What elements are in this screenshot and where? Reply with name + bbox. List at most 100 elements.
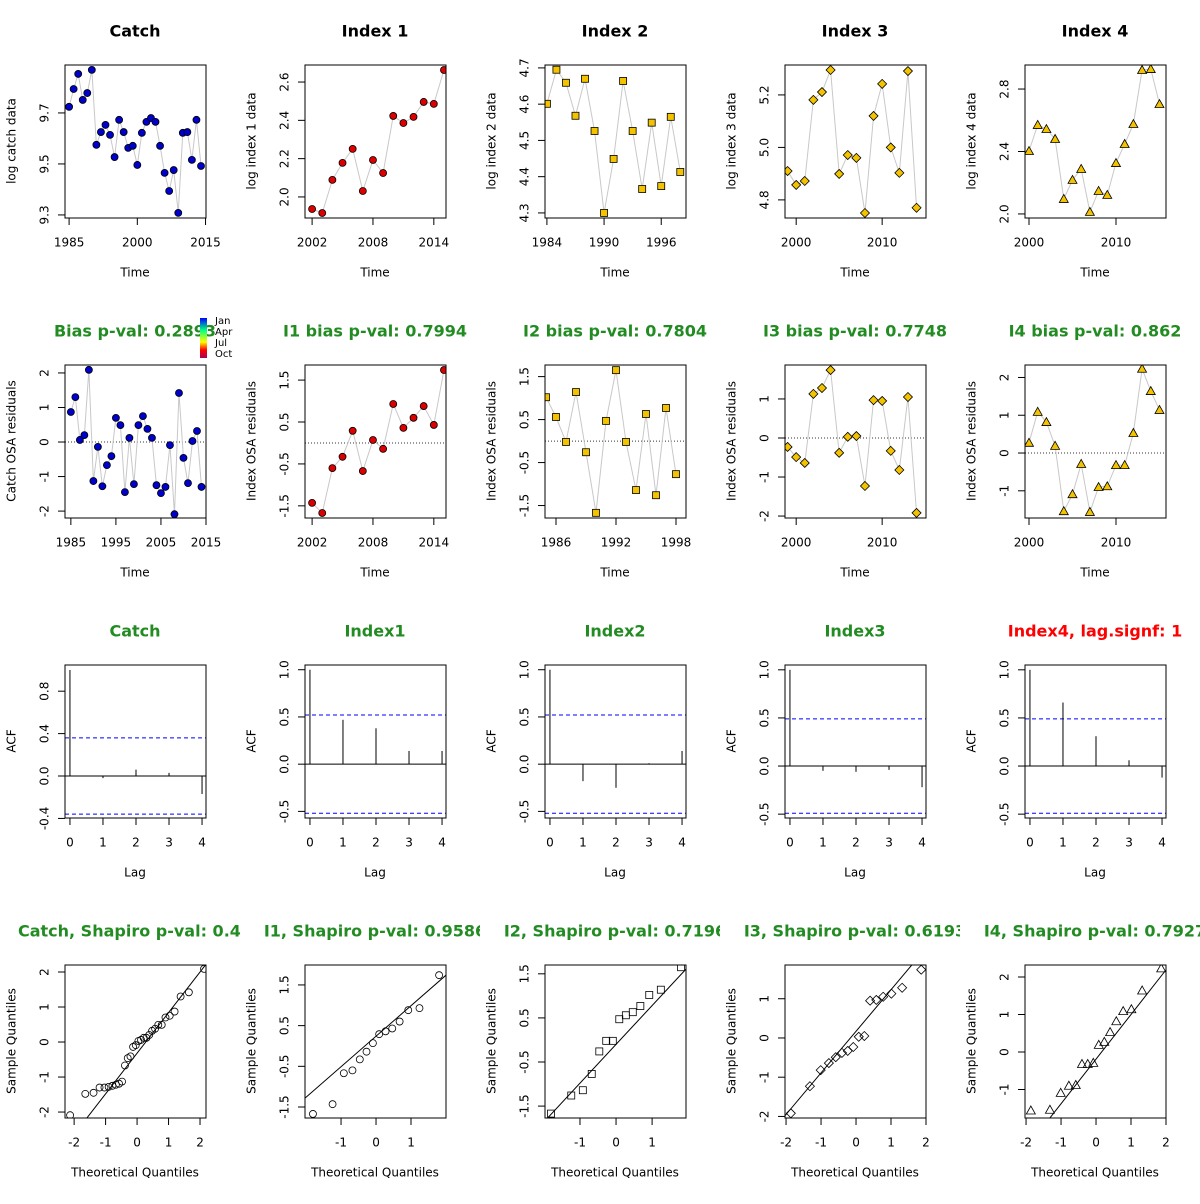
x-axis-label: Lag [1084,866,1106,880]
x-tick-label: 1995 [101,536,132,550]
y-tick-label: 1.5 [278,975,292,994]
y-tick-label: 0 [998,1048,1012,1056]
point [171,1008,178,1015]
point [629,127,636,134]
point [382,1028,389,1035]
plot-box [545,965,686,1118]
y-tick-label: -1.5 [518,1094,532,1117]
y-tick-label: 0 [758,1034,772,1042]
point [193,116,200,123]
x-tick-label: 4 [678,836,686,850]
y-tick-label: 0.0 [758,756,772,775]
point [103,462,110,469]
y-axis-label: ACF [965,729,979,752]
x-axis-label: Lag [844,866,866,880]
point [603,417,610,424]
x-tick-label: 2 [372,836,380,850]
x-axis-label: Theoretical Quantiles [550,1166,679,1180]
point [356,1056,363,1063]
x-axis-label: Time [599,266,629,280]
panel-title: Bias p-val: 0.2893 [54,322,216,341]
point [117,422,124,429]
y-tick-label: 0.0 [278,755,292,774]
y-tick-label: -1 [38,1071,52,1083]
y-axis-label: Index OSA residuals [245,381,259,501]
panel-title: I3, Shapiro p-val: 0.6193 [744,922,966,941]
y-tick-label: 0 [38,1038,52,1046]
point [1033,120,1042,128]
point [609,1037,616,1044]
x-tick-label: 4 [1158,836,1166,850]
point [349,1067,356,1074]
point [1127,1005,1136,1013]
y-tick-label: 2 [38,369,52,377]
point [1155,100,1164,108]
point [573,389,580,396]
plot-area [305,670,446,814]
x-tick-label: 3 [885,836,893,850]
point [72,394,79,401]
y-axis-label: Sample Quantiles [965,988,979,1094]
point [895,168,904,177]
x-tick-label: 2015 [191,536,222,550]
y-axis-label: ACF [5,729,19,752]
point [198,483,205,490]
point [912,203,921,212]
point [643,410,650,417]
y-tick-label: -1.5 [518,494,532,517]
panel-title: Index1 [344,622,405,641]
y-tick-label: 2.4 [278,111,292,130]
x-axis-label: Theoretical Quantiles [790,1166,919,1180]
x-axis-label: Time [119,566,149,580]
y-tick-label: 0 [758,434,772,442]
point [637,1003,644,1010]
season-label: Jan [214,316,230,327]
y-tick-label: 1 [998,1011,1012,1019]
point [138,129,145,136]
panel-title: Catch [109,622,160,641]
x-axis-label: Time [839,566,869,580]
point [90,1089,97,1096]
point [99,483,106,490]
y-tick-label: 0.8 [38,682,52,701]
y-tick-label: 4.5 [518,131,532,150]
point [166,187,173,194]
x-tick-label: 1996 [646,236,677,250]
panel-title: Index4, lag.signf: 1 [1008,622,1182,641]
point [917,965,926,974]
x-tick-label: 1 [819,836,827,850]
x-tick-label: 2015 [190,236,221,250]
reference-line [65,964,206,1146]
point [591,127,598,134]
plot-box [65,665,206,818]
x-tick-label: 2 [612,836,620,850]
y-tick-label: 0.5 [278,1016,292,1035]
x-tick-label: 0 [372,1136,380,1150]
y-tick-label: 0.0 [38,766,52,785]
y-tick-label: 2.8 [998,79,1012,98]
series-line [788,70,917,213]
y-tick-label: 2.2 [278,149,292,168]
point [809,389,818,398]
point [835,169,844,178]
x-tick-label: 2 [922,1136,930,1150]
y-tick-label: -1.5 [278,494,292,517]
plot-box [785,665,926,818]
point [153,482,160,489]
plot-area [65,670,206,814]
y-tick-label: -0.5 [998,802,1012,825]
y-tick-label: -0.5 [518,451,532,474]
point [572,112,579,119]
season-label: Apr [215,327,233,338]
x-tick-label: 2010 [1101,236,1132,250]
x-tick-label: -1 [335,1136,347,1150]
plot-box [1025,65,1166,218]
point [363,1048,370,1055]
y-axis-label: Sample Quantiles [245,988,259,1094]
point [1155,405,1164,413]
x-tick-label: 0 [1092,1136,1100,1150]
